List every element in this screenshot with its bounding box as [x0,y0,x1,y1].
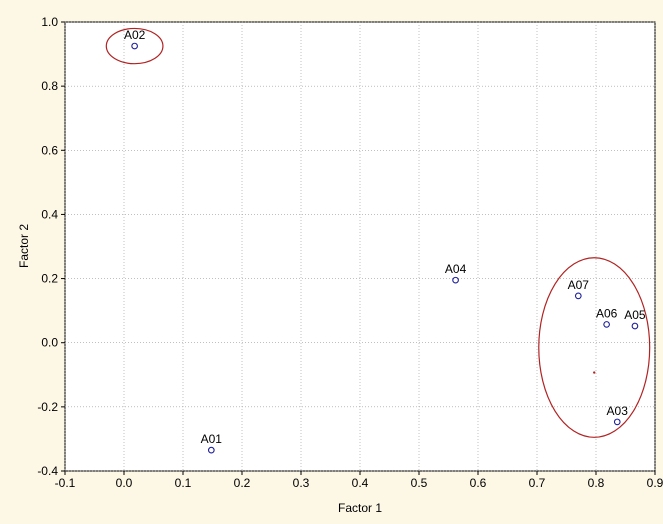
point-label: A02 [124,28,146,42]
y-tick-label: 0.4 [41,207,58,221]
y-tick-label: 0.8 [41,79,58,93]
data-point [603,321,610,328]
point-label: A04 [445,262,467,276]
group-ellipse [538,257,651,438]
data-point [452,276,459,284]
point-label: A01 [201,432,223,446]
point-label: A07 [568,278,590,292]
point-label: A06 [596,306,618,320]
x-axis-title: Factor 1 [338,501,382,515]
y-tick-label: -0.4 [37,464,58,478]
data-point [207,446,215,454]
x-tick-label: 0.5 [411,476,428,490]
y-tick-label: 0.6 [41,143,58,157]
y-tick-label: 0.2 [41,272,58,286]
x-tick-label: -0.1 [55,476,76,490]
plot-area [64,21,656,472]
y-tick-labels: -0.4 -0.2 0.0 0.2 0.4 0.6 0.8 1.0 [37,15,58,478]
point-label: A03 [607,404,629,418]
data-point [631,322,639,330]
x-tick-label: 0.7 [529,476,546,490]
group-center-dot [593,371,596,374]
tick-marks [61,21,656,475]
y-axis-title: Factor 2 [17,224,31,268]
x-tick-label: 0.8 [588,476,605,490]
y-tick-label: 0.0 [41,336,58,350]
x-tick-label: 0.4 [352,476,369,490]
data-point [131,42,138,50]
data-point [574,292,582,300]
x-tick-label: 0.0 [116,476,133,490]
x-tick-label: 0.1 [175,476,192,490]
group-ellipse [105,27,164,65]
point-labels: A01 A02 A03 A04 A05 A06 A07 [124,28,646,446]
group-ellipses [105,27,651,438]
x-tick-label: 0.2 [234,476,251,490]
point-label: A05 [624,308,646,322]
x-tick-label: 0.9 [647,476,663,490]
y-tick-label: 1.0 [41,15,58,29]
x-tick-label: 0.6 [470,476,487,490]
data-points [131,42,639,454]
data-point [613,418,621,426]
x-tick-label: 0.3 [293,476,310,490]
y-tick-label: -0.2 [37,400,58,414]
x-tick-labels: -0.1 0.0 0.1 0.2 0.3 0.4 0.5 0.6 0.7 0.8 0.9 [55,476,663,490]
